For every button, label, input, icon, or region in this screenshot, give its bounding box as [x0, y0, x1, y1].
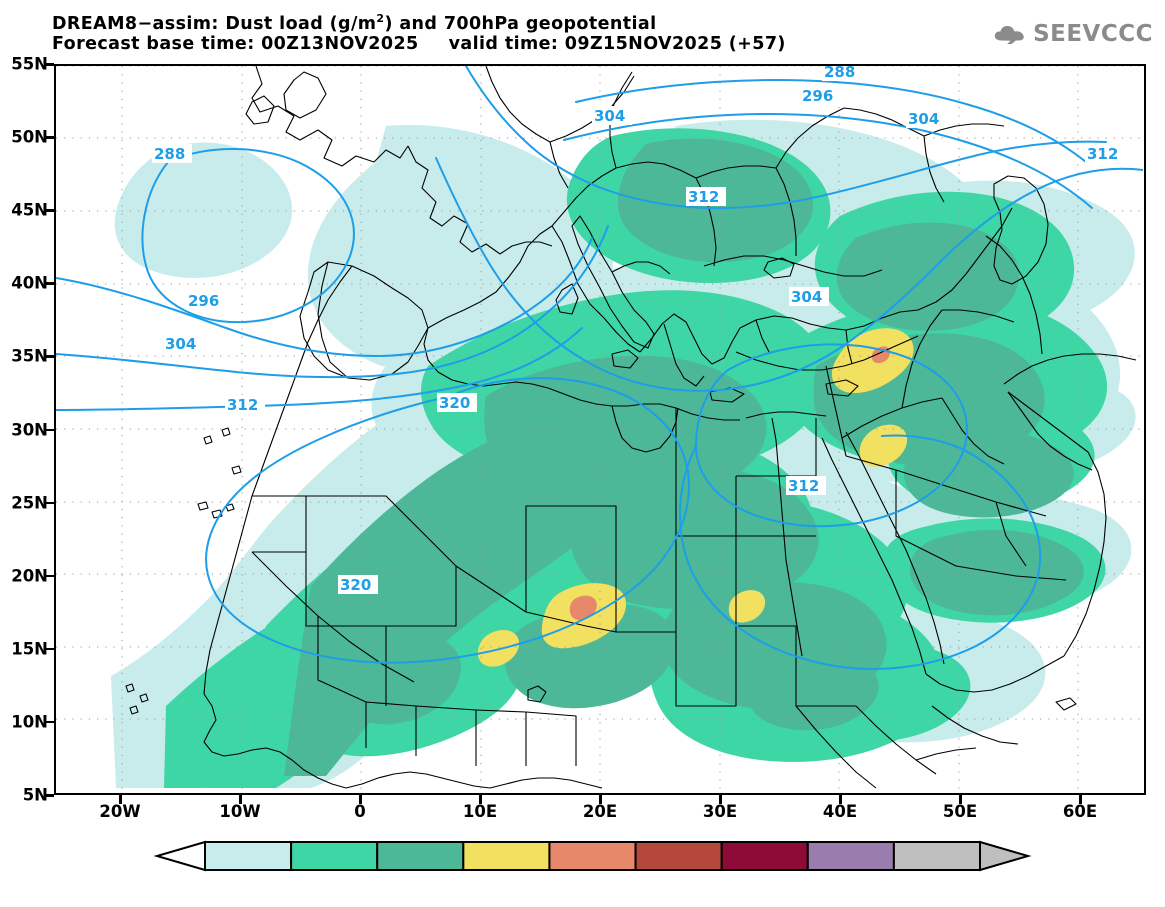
title-unit-superscript: 2: [376, 12, 385, 25]
logo-text: SEEVCCC: [1033, 20, 1153, 47]
svg-text:312: 312: [1087, 145, 1118, 163]
contour-296-atlantic: [56, 237, 593, 358]
dust-load-shading: [111, 119, 1136, 788]
contour-288-north: [575, 78, 1087, 163]
svg-text:296: 296: [802, 87, 833, 105]
contour-304-mediterranean: [694, 343, 968, 528]
lat-tick-mark: [45, 355, 54, 358]
contour-320-sahara: [205, 377, 690, 664]
colorbar-swatch[interactable]: [720, 841, 809, 871]
lon-tick-label: 20W: [99, 802, 141, 821]
svg-text:312: 312: [227, 396, 258, 414]
colorbar-swatch[interactable]: [290, 841, 379, 871]
lon-tick-label: 30E: [702, 802, 738, 821]
lon-tick-label: 40E: [822, 802, 858, 821]
dust-level-0.5: [284, 138, 1084, 776]
forecast-valid-time: valid time: 09Z15NOV2025 (+57): [448, 34, 786, 54]
lat-tick-mark: [45, 647, 54, 651]
svg-text:320: 320: [439, 394, 470, 412]
colorbar-swatch[interactable]: [376, 841, 465, 871]
map-plot-area[interactable]: 288 296 304 312 288 296 304 304 312 312 …: [54, 64, 1146, 795]
coastlines-and-borders: [125, 66, 1137, 789]
lon-tick-mark: [1079, 795, 1082, 804]
lat-tick-mark: [45, 574, 54, 578]
lat-tick-mark: [45, 63, 54, 66]
lon-tick-label: 20E: [582, 802, 618, 821]
cloud-arrow-icon: [994, 25, 1024, 45]
svg-text:304: 304: [791, 288, 822, 306]
lat-tick-label: 10N: [11, 712, 48, 732]
colorbar-swatch[interactable]: [548, 841, 637, 871]
lon-tick-mark: [959, 795, 962, 804]
svg-text:296: 296: [188, 292, 219, 310]
graticule-grid: [56, 66, 1143, 792]
lon-tick-label: 10W: [219, 802, 261, 821]
colorbar-swatch[interactable]: [634, 841, 723, 871]
contour-296-north: [563, 112, 1093, 209]
lat-tick-label: 30N: [11, 420, 48, 439]
lat-tick-label: 35N: [11, 346, 48, 366]
lon-tick-mark: [359, 795, 362, 804]
lon-tick-label: 0: [354, 802, 366, 821]
lat-tick-mark: [45, 209, 54, 212]
colorbar-swatch[interactable]: [806, 841, 895, 871]
lon-tick-mark: [719, 795, 722, 804]
lat-tick-mark: [45, 428, 54, 431]
contour-304-atlantic: [56, 225, 609, 379]
svg-text:312: 312: [788, 477, 819, 495]
contour-304-north: [465, 66, 1107, 210]
contour-312-mideast: [679, 445, 1042, 670]
lon-tick-mark: [599, 795, 602, 804]
svg-text:288: 288: [824, 66, 855, 81]
contour-312-mideast-close: [881, 434, 961, 449]
lon-tick-mark: [239, 795, 242, 804]
contour-312-europe: [435, 157, 1143, 392]
contour-288-atlantic: [141, 147, 355, 324]
svg-text:304: 304: [594, 107, 625, 125]
title-product-text: DREAM8−assim: Dust load (g/m: [52, 13, 377, 34]
lon-tick-mark: [839, 795, 842, 804]
colorbar-swatch[interactable]: [204, 841, 293, 871]
lat-tick-mark: [45, 501, 54, 505]
colorbar-swatch[interactable]: [892, 841, 982, 871]
colorbar-cap-left: [153, 840, 206, 872]
header: DREAM8−assim: Dust load (g/m2) and 700hP…: [0, 0, 1165, 62]
contour-labels: 288 296 304 312 288 296 304 304 312 312 …: [152, 66, 1125, 594]
lon-tick-label: 60E: [1062, 802, 1098, 821]
lon-tick-mark: [479, 795, 482, 804]
lon-tick-label: 50E: [942, 802, 978, 821]
svg-text:304: 304: [165, 335, 196, 353]
svg-text:320: 320: [340, 576, 371, 594]
title-product-tail: ) and 700hPa geopotential: [384, 13, 657, 34]
lat-tick-label: 5N: [22, 785, 48, 805]
colorbar-cap-right: [979, 840, 1032, 872]
lat-tick-label: 45N: [11, 200, 48, 220]
lat-tick-mark: [45, 794, 54, 797]
svg-text:304: 304: [908, 110, 939, 128]
colorbar[interactable]: 0.10.20.511.522.534: [0, 838, 1165, 907]
contour-312-atlantic: [56, 327, 583, 411]
map-svg: 288 296 304 312 288 296 304 304 312 312 …: [56, 66, 1143, 792]
lat-tick-label: 50N: [11, 127, 48, 147]
seevccc-logo: SEEVCCC: [993, 14, 1153, 54]
lat-tick-label: 15N: [11, 639, 48, 659]
lat-tick-mark: [45, 136, 54, 139]
colorbar-swatch[interactable]: [462, 841, 551, 871]
page-title: DREAM8−assim: Dust load (g/m2) and 700hP…: [52, 12, 657, 34]
lon-tick-label: 10E: [462, 802, 498, 821]
svg-text:288: 288: [154, 145, 185, 163]
forecast-base-time: Forecast base time: 00Z13NOV2025: [52, 34, 419, 54]
lat-tick-label: 40N: [11, 273, 48, 293]
svg-text:312: 312: [688, 188, 719, 206]
lon-tick-mark: [119, 795, 122, 804]
lat-tick-label: 20N: [11, 566, 48, 586]
lat-tick-mark: [45, 282, 54, 285]
colorbar-swatches: [153, 840, 1032, 872]
lat-tick-label: 55N: [11, 54, 48, 74]
page-subtitle: Forecast base time: 00Z13NOV2025 valid ti…: [52, 34, 786, 54]
geopotential-contours: [56, 66, 1143, 670]
lat-tick-mark: [45, 720, 54, 724]
lat-tick-label: 25N: [11, 493, 48, 513]
